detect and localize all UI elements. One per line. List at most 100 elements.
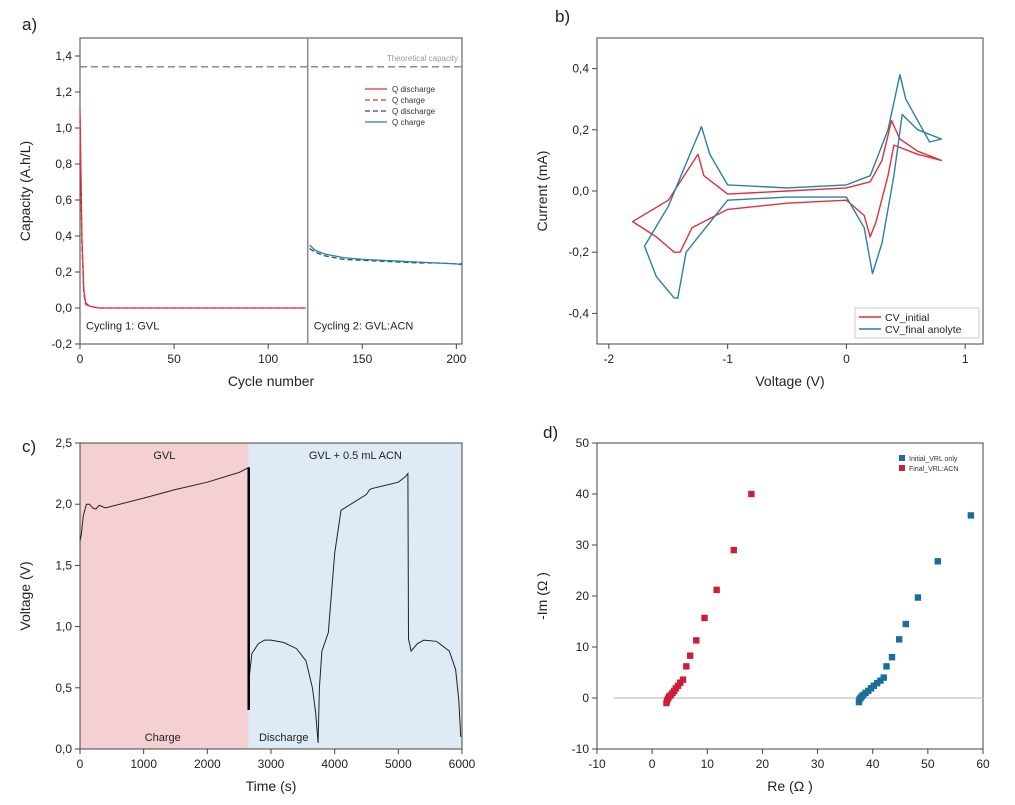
y-axis-label: -Im (Ω ) xyxy=(534,572,550,620)
chart-4: -10 0 10 20 30 40 50 60 -10 0 10 20 30 40 50 Re (Ω ) -Im… xyxy=(534,423,990,794)
y-axis-label: Voltage (V) xyxy=(17,561,33,630)
series-line-3 xyxy=(309,248,462,265)
legend-label-4: Q charge xyxy=(392,118,425,127)
scatter-point-s2-12 xyxy=(683,663,690,670)
theoretical-capacity-label: Theoretical capacity xyxy=(387,54,458,63)
legend-swatch-1 xyxy=(899,455,905,461)
x-axis-label: Re (Ω ) xyxy=(767,778,812,794)
x-tick-label-8: 60 xyxy=(976,757,990,771)
scatter-point-s2-14 xyxy=(693,637,700,644)
x-tick-label-4: 150 xyxy=(352,352,372,366)
y-tick-label-8: 1,2 xyxy=(55,85,72,99)
legend-swatch-2 xyxy=(899,465,905,471)
x-tick-label-3: 2000 xyxy=(194,757,221,771)
x-tick-label-3: 100 xyxy=(258,352,278,366)
scatter-point-s1-17 xyxy=(914,594,922,601)
y-tick-label-7: 1,0 xyxy=(55,121,72,135)
x-tick-label-1: -2 xyxy=(604,352,615,366)
legend-label-2: CV_final anolyte xyxy=(885,324,962,336)
x-tick-label-4: 20 xyxy=(756,757,770,771)
scatter-point-s2-16 xyxy=(713,586,720,594)
y-tick-label-9: 1,4 xyxy=(55,49,72,63)
legend-box xyxy=(854,307,980,339)
x-tick-label-1: -10 xyxy=(588,757,606,771)
x-tick-label-5: 4000 xyxy=(321,757,348,771)
y-tick-label-3: 0,0 xyxy=(572,184,589,198)
annotation-charge: Charge xyxy=(145,732,181,744)
series-line-4 xyxy=(309,244,463,266)
y-tick-label-5: 2,0 xyxy=(55,497,72,511)
plot-frame xyxy=(79,37,463,345)
scatter-point-s1-14 xyxy=(888,654,896,661)
y-tick-label-1: -10 xyxy=(572,742,590,756)
y-tick-label-1: -0,2 xyxy=(51,337,72,351)
annotation-discharge: Discharge xyxy=(259,732,309,744)
scatter-point-s1-13 xyxy=(883,663,890,670)
y-tick-label-6: 0,8 xyxy=(55,157,72,171)
x-tick-label-3: 10 xyxy=(701,757,715,771)
x-tick-label-1: 0 xyxy=(77,352,84,366)
y-tick-label-3: 1,0 xyxy=(55,620,72,634)
y-tick-label-4: 1,5 xyxy=(55,558,72,572)
legend-label-1: Initial_VRL only xyxy=(909,456,958,463)
scatter-point-s1-19 xyxy=(967,512,975,519)
voltage-trace xyxy=(79,466,462,743)
annotation-cycling-2: Cycling 2: GVL:ACN xyxy=(314,321,414,333)
x-tick-label-5: 30 xyxy=(811,757,825,771)
y-tick-label-1: 0,0 xyxy=(55,742,72,756)
y-tick-label-6: 2,5 xyxy=(55,436,72,450)
x-tick-label-6: 40 xyxy=(866,757,880,771)
scatter-point-s2-13 xyxy=(686,652,694,659)
panel-label: d) xyxy=(543,423,558,442)
y-tick-label-2: -0,2 xyxy=(568,245,589,259)
x-axis-label: Voltage (V) xyxy=(755,373,824,389)
y-tick-label-7: 50 xyxy=(576,436,590,450)
series-line-2 xyxy=(79,118,306,309)
scatter-point-s2-11 xyxy=(679,676,687,683)
y-tick-label-5: 0,6 xyxy=(55,193,72,207)
x-tick-label-4: 1 xyxy=(962,352,969,366)
cv-curve-1 xyxy=(631,119,943,253)
shaded-region-1 xyxy=(80,443,249,749)
panel-label: c) xyxy=(22,437,36,456)
x-tick-label-1: 0 xyxy=(77,757,84,771)
scatter-point-s1-10 xyxy=(873,680,881,687)
legend-label-3: Q discharge xyxy=(392,107,436,116)
scatter-point-s1-15 xyxy=(895,636,903,643)
y-tick-label-3: 10 xyxy=(576,640,590,654)
scatter-point-s1-18 xyxy=(934,558,941,565)
scatter-point-s2-17 xyxy=(730,546,737,554)
x-tick-label-2: -1 xyxy=(722,352,733,366)
panel-label: a) xyxy=(22,15,37,34)
y-axis-label: Current (mA) xyxy=(534,151,550,232)
x-tick-label-2: 50 xyxy=(167,352,181,366)
y-tick-label-4: 0,4 xyxy=(55,229,72,243)
region-label-2: GVL + 0.5 mL ACN xyxy=(309,450,402,462)
x-tick-label-5: 200 xyxy=(446,352,466,366)
series-line-1 xyxy=(79,109,306,309)
cv-curve-2 xyxy=(643,74,943,299)
panel-label: b) xyxy=(555,7,570,26)
x-tick-label-2: 0 xyxy=(649,757,656,771)
legend-label-1: Q discharge xyxy=(392,85,436,94)
scatter-point-s2-18 xyxy=(748,490,755,498)
y-tick-label-4: 0,2 xyxy=(572,123,589,137)
shaded-region-2 xyxy=(248,443,462,749)
scatter-point-s2-15 xyxy=(701,614,708,622)
y-axis-label: Capacity (A.h/L) xyxy=(17,141,33,241)
y-tick-label-2: 0 xyxy=(582,691,589,705)
x-axis-label: Cycle number xyxy=(228,373,315,389)
x-tick-label-3: 0 xyxy=(843,352,850,366)
y-tick-label-2: 0,0 xyxy=(55,301,72,315)
annotation-cycling-1: Cycling 1: GVL xyxy=(86,321,159,333)
legend-label-2: Final_VRL:ACN xyxy=(909,466,958,473)
scatter-point-s1-11 xyxy=(877,677,884,684)
y-tick-label-5: 0,4 xyxy=(572,62,589,76)
y-tick-label-1: -0,4 xyxy=(568,306,589,320)
plot-frame xyxy=(596,442,984,750)
x-tick-label-2: 1000 xyxy=(130,757,157,771)
y-tick-label-5: 30 xyxy=(576,538,590,552)
x-tick-label-6: 5000 xyxy=(385,757,412,771)
legend-label-1: CV_initial xyxy=(885,312,929,324)
